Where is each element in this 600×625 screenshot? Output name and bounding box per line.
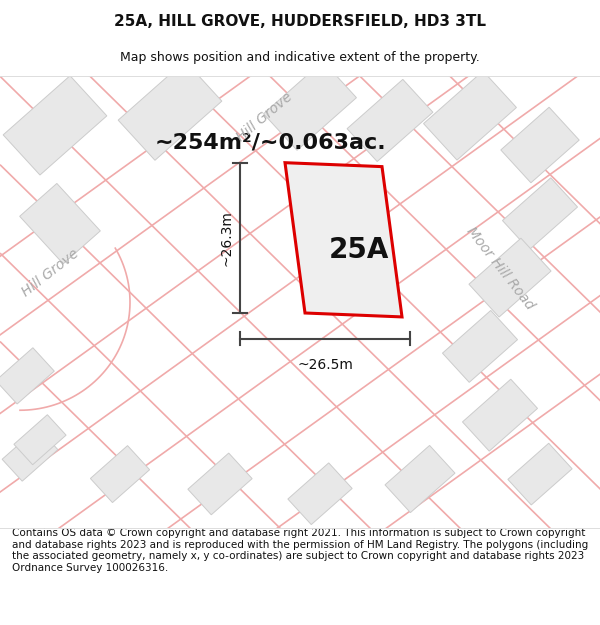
Polygon shape (0, 348, 54, 404)
Polygon shape (424, 71, 517, 160)
Text: 25A, HILL GROVE, HUDDERSFIELD, HD3 3TL: 25A, HILL GROVE, HUDDERSFIELD, HD3 3TL (114, 14, 486, 29)
Polygon shape (502, 178, 578, 250)
Polygon shape (385, 446, 455, 512)
Polygon shape (2, 428, 58, 481)
Polygon shape (20, 184, 100, 264)
Text: ~26.5m: ~26.5m (297, 358, 353, 372)
Text: Hill Grove: Hill Grove (235, 90, 296, 145)
Polygon shape (508, 443, 572, 505)
Polygon shape (288, 463, 352, 524)
Text: ~254m²/~0.063ac.: ~254m²/~0.063ac. (155, 132, 386, 152)
Polygon shape (91, 446, 149, 503)
Polygon shape (3, 76, 107, 175)
Polygon shape (263, 61, 356, 150)
Polygon shape (118, 61, 222, 160)
Polygon shape (463, 379, 538, 451)
Polygon shape (469, 238, 551, 317)
Text: ~26.3m: ~26.3m (219, 210, 233, 266)
Polygon shape (501, 107, 579, 182)
Text: Map shows position and indicative extent of the property.: Map shows position and indicative extent… (120, 51, 480, 64)
Text: Contains OS data © Crown copyright and database right 2021. This information is : Contains OS data © Crown copyright and d… (12, 528, 588, 573)
Text: 25A: 25A (328, 236, 389, 264)
Text: Hill Grove: Hill Grove (19, 246, 81, 299)
Polygon shape (188, 453, 252, 515)
Text: Moor Hill Road: Moor Hill Road (463, 224, 536, 312)
Polygon shape (14, 415, 66, 465)
Polygon shape (442, 311, 518, 382)
Polygon shape (347, 79, 433, 161)
Polygon shape (285, 162, 402, 317)
